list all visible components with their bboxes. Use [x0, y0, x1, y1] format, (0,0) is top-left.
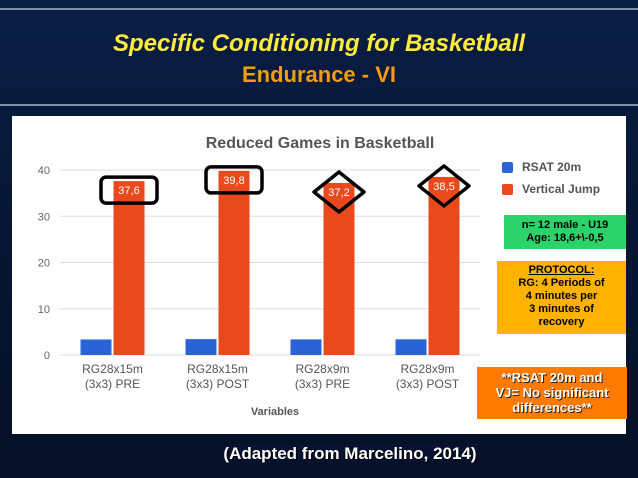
x-tick-label: (3x3) PRE [85, 377, 140, 391]
x-tick-label: RG28x9m [400, 362, 454, 376]
y-tick-label: 10 [38, 304, 50, 316]
x-tick-label: RG28x15m [187, 362, 248, 376]
data-label-rsat: 3,37 [295, 328, 316, 340]
sample-info-box: n= 12 male - U19 Age: 18,6+\-0,5 [504, 215, 626, 249]
highlight-diamond [312, 170, 366, 214]
data-label-rsat: 3,43 [190, 328, 211, 340]
header-rule-top [0, 8, 638, 10]
y-tick-label: 40 [38, 165, 50, 177]
bar-rsat [80, 339, 112, 355]
protocol-heading: PROTOCOL: [528, 264, 595, 276]
highlight-diamond [417, 164, 471, 208]
legend-swatch [502, 162, 513, 173]
x-tick-label: RG28x9m [295, 362, 349, 376]
x-tick-label: (3x3) POST [186, 377, 250, 391]
note-line: VJ= No significant [495, 385, 609, 400]
note-line: **RSAT 20m and [501, 370, 603, 385]
highlight-box [204, 165, 264, 195]
slide-subtitle: Endurance - VI [241, 62, 397, 87]
protocol-box: PROTOCOL: RG: 4 Periods of 4 minutes per… [497, 261, 626, 334]
age-text: Age: 18,6+\-0,5 [526, 232, 604, 244]
data-label-vertical-jump: 37,2 [328, 187, 349, 199]
y-tick-label: 30 [38, 211, 50, 223]
protocol-line: recovery [538, 316, 585, 328]
protocol-line: 4 minutes per [525, 290, 598, 302]
bar-rsat [185, 339, 217, 355]
x-tick-label: RG28x15m [82, 362, 143, 376]
header-rule-bottom [0, 104, 638, 106]
bar-vertical-jump [323, 182, 355, 355]
sample-size-text: n= 12 male - U19 [521, 219, 609, 231]
bar-rsat [290, 339, 322, 355]
data-label-vertical-jump: 38,5 [433, 181, 454, 193]
highlight-box [99, 175, 159, 205]
bar-vertical-jump [218, 170, 250, 355]
bar-vertical-jump [428, 176, 460, 355]
bar-vertical-jump [113, 181, 145, 355]
x-axis-title: Variables [251, 406, 299, 418]
legend-label: Vertical Jump [522, 182, 600, 196]
significance-note-box: **RSAT 20m and VJ= No significant differ… [477, 367, 627, 419]
protocol-line: RG: 4 Periods of [518, 277, 605, 289]
y-tick-label: 20 [38, 258, 50, 270]
x-tick-label: (3x3) POST [396, 377, 460, 391]
x-tick-label: (3x3) PRE [295, 377, 350, 391]
data-label-rsat: 3,36 [85, 328, 106, 340]
note-line: differences** [512, 400, 592, 415]
protocol-line: 3 minutes of [529, 303, 594, 315]
data-label-vertical-jump: 39,8 [223, 175, 244, 187]
bar-rsat [395, 339, 427, 355]
y-tick-label: 0 [44, 350, 50, 362]
chart-title: Reduced Games in Basketball [206, 135, 435, 152]
legend-label: RSAT 20m [522, 160, 581, 174]
data-label-rsat: 3,39 [400, 328, 421, 340]
slide-title: Specific Conditioning for Basketball [112, 30, 526, 57]
source-citation: (Adapted from Marcelino, 2014) [223, 444, 477, 463]
data-label-vertical-jump: 37,6 [118, 185, 139, 197]
legend-swatch [502, 184, 513, 195]
